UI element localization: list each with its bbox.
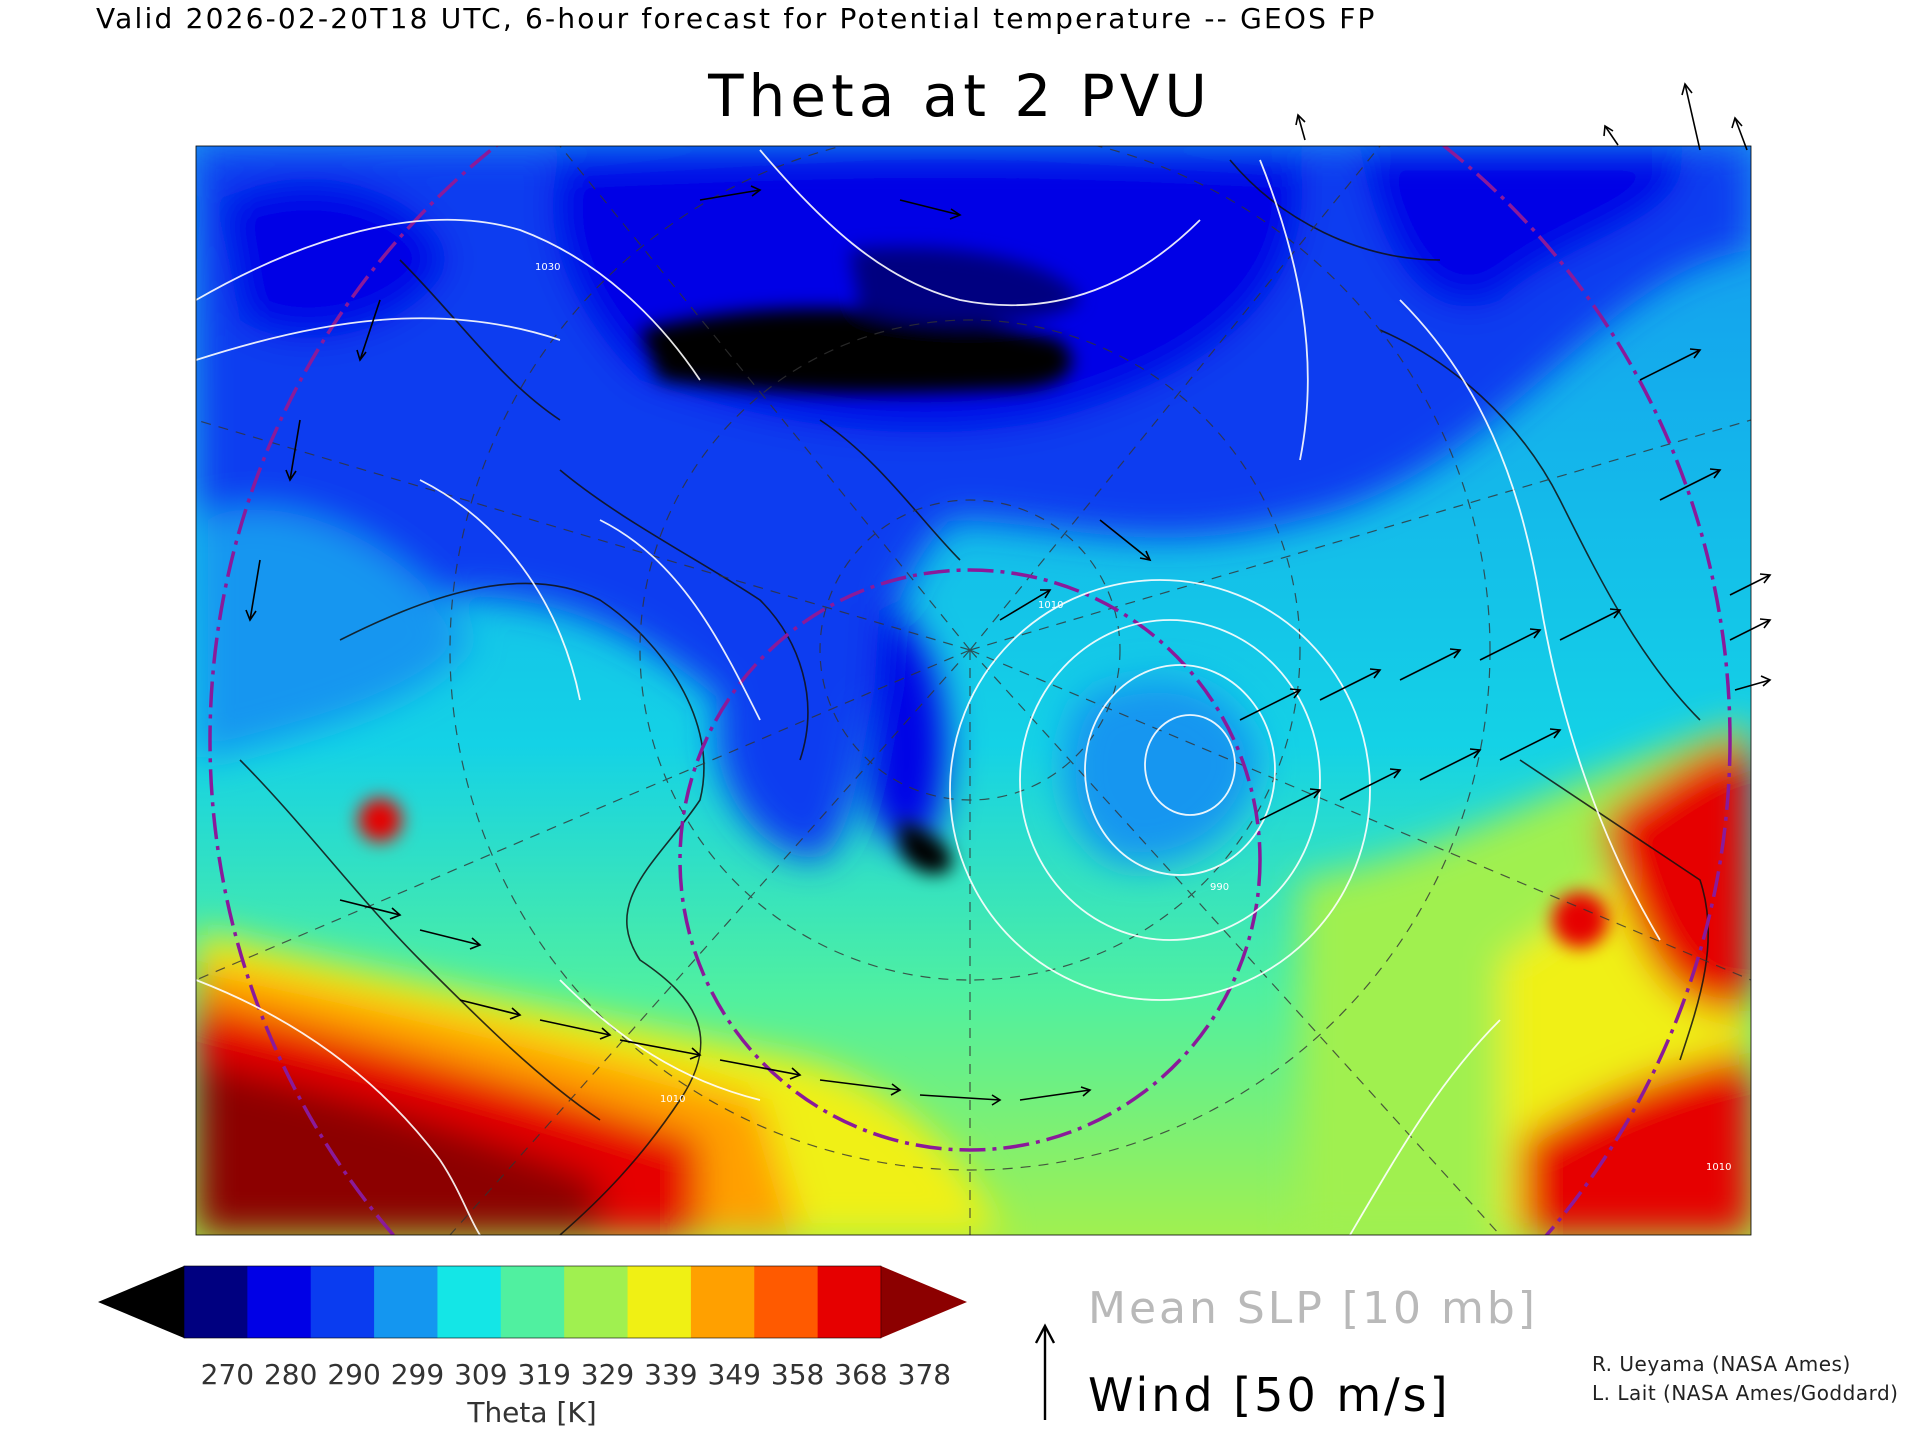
colorbar-box bbox=[437, 1266, 502, 1338]
wind-arrow bbox=[1419, 748, 1482, 781]
wind-legend-label: Wind [50 m/s] bbox=[1088, 1368, 1451, 1422]
wind-arrow bbox=[1259, 788, 1322, 821]
contour-label: 1010 bbox=[660, 1094, 685, 1105]
colorbar-tick-label: 290 bbox=[327, 1358, 381, 1391]
map-frame bbox=[195, 145, 1752, 1236]
wind-arrow bbox=[1639, 348, 1702, 381]
colorbar-box bbox=[754, 1266, 819, 1338]
colorbar-tick-label: 299 bbox=[390, 1358, 445, 1391]
colorbar-tick-label: 339 bbox=[644, 1358, 698, 1391]
wind-arrow bbox=[339, 899, 402, 920]
colorbar-box bbox=[817, 1266, 882, 1338]
colorbar-tick-label: 280 bbox=[263, 1358, 318, 1391]
slp-legend-label: Mean SLP [10 mb] bbox=[1088, 1283, 1538, 1334]
colorbar-tick-label: 378 bbox=[897, 1358, 952, 1391]
wind-arrow bbox=[285, 419, 301, 482]
wind-arrow bbox=[459, 999, 522, 1020]
lat-lon-grid bbox=[196, 146, 1751, 1235]
wind-arrow bbox=[419, 929, 482, 950]
slp-contours bbox=[196, 149, 1661, 1235]
reference-circles bbox=[208, 146, 1732, 1235]
wind-arrow bbox=[919, 1094, 1002, 1106]
colorbar-box bbox=[500, 1266, 565, 1338]
wind-arrow bbox=[1659, 468, 1722, 501]
colorbar-tick-label: 358 bbox=[770, 1358, 825, 1391]
wind-arrow bbox=[1499, 728, 1562, 761]
colorbar-box bbox=[690, 1266, 755, 1338]
colorbar-box bbox=[627, 1266, 692, 1338]
wind-arrow bbox=[1399, 648, 1462, 681]
colorbar-box bbox=[247, 1266, 312, 1338]
colorbar-outline bbox=[183, 1265, 882, 1339]
wind-arrow bbox=[1019, 1086, 1092, 1101]
overflow-wind-arrows bbox=[1295, 82, 1772, 691]
theta-field bbox=[196, 146, 1751, 1235]
wind-arrow bbox=[819, 1079, 902, 1096]
wind-arrow bbox=[1099, 519, 1152, 562]
wind-arrow bbox=[619, 1039, 702, 1060]
wind-arrow bbox=[1239, 688, 1302, 721]
wind-arrow bbox=[1559, 608, 1622, 641]
contour-label: 1010 bbox=[1038, 600, 1063, 611]
colorbar-high-triangle bbox=[881, 1266, 967, 1338]
colorbar-tick-label: 319 bbox=[517, 1358, 571, 1391]
wind-arrow bbox=[245, 559, 261, 622]
credit-line-2: L. Lait (NASA Ames/Goddard) bbox=[1592, 1381, 1899, 1405]
contour-label: 1010 bbox=[1706, 1162, 1731, 1173]
wind-arrow bbox=[539, 1019, 612, 1040]
wind-arrow bbox=[1339, 768, 1402, 801]
wind-arrow bbox=[899, 199, 962, 220]
wind-arrow bbox=[699, 185, 762, 201]
wind-scale-arrow-icon bbox=[1034, 1323, 1056, 1420]
colorbar-box bbox=[564, 1266, 629, 1338]
colorbar-boxes bbox=[184, 1266, 882, 1338]
contour-label: 1030 bbox=[535, 262, 560, 273]
colorbar-label: Theta [K] bbox=[467, 1396, 597, 1429]
colorbar-box bbox=[374, 1266, 438, 1338]
contour-label: 990 bbox=[1210, 882, 1229, 893]
wind-vectors bbox=[245, 185, 1722, 1106]
colorbar-tick-label: 309 bbox=[454, 1358, 508, 1391]
credit-line-1: R. Ueyama (NASA Ames) bbox=[1592, 1352, 1851, 1376]
header-line: Valid 2026-02-20T18 UTC, 6-hour forecast… bbox=[96, 2, 1377, 35]
wind-arrow bbox=[1319, 668, 1382, 701]
colorbar-box bbox=[310, 1266, 375, 1338]
wind-arrow bbox=[999, 589, 1052, 621]
colorbar-tick-label: 349 bbox=[707, 1358, 761, 1391]
colorbar-box bbox=[184, 1266, 248, 1338]
colorbar-low-triangle bbox=[98, 1266, 184, 1338]
colorbar-tick-label: 368 bbox=[834, 1358, 888, 1391]
wind-arrow bbox=[356, 299, 381, 362]
colorbar-tick-label: 270 bbox=[200, 1358, 255, 1391]
wind-arrow bbox=[719, 1059, 802, 1080]
wind-arrow bbox=[1479, 628, 1542, 661]
plot-title: Theta at 2 PVU bbox=[708, 62, 1212, 130]
coastlines bbox=[239, 159, 1710, 1235]
colorbar-tick-label: 329 bbox=[580, 1358, 635, 1391]
